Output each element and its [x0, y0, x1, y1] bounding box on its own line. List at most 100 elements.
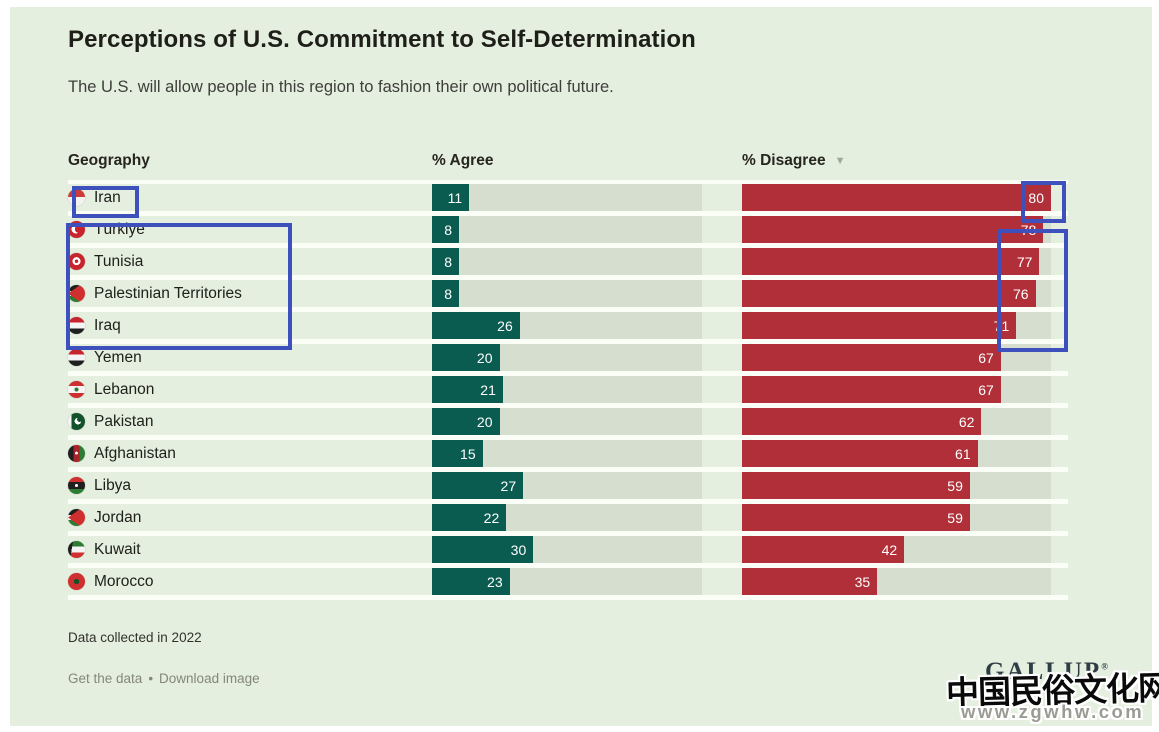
disagree-value: 67	[978, 349, 994, 366]
disagree-bar[interactable]: 76	[742, 280, 1036, 307]
table-row: Jordan 22 59	[68, 504, 1068, 536]
disagree-bar-track: 59	[742, 472, 1051, 499]
disagree-bar[interactable]: 71	[742, 312, 1017, 339]
country-label: Kuwait	[94, 540, 141, 558]
flag-afghanistan-icon	[68, 445, 85, 462]
geography-cell: Afghanistan	[68, 440, 432, 467]
agree-value: 11	[447, 189, 463, 206]
country-label: Pakistan	[94, 412, 154, 430]
geography-cell: Jordan	[68, 504, 432, 531]
agree-bar[interactable]: 20	[432, 344, 500, 371]
agree-bar[interactable]: 11	[432, 184, 470, 211]
disagree-cell: 80	[742, 184, 1068, 211]
disagree-cell: 67	[742, 344, 1068, 371]
disagree-bar[interactable]: 59	[742, 472, 970, 499]
disagree-value: 35	[854, 573, 871, 590]
annotation-box-iran-value	[1021, 181, 1066, 223]
page-subtitle: The U.S. will allow people in this regio…	[68, 78, 614, 96]
disagree-bar-track: 61	[742, 440, 1051, 467]
agree-cell: 8	[432, 280, 702, 307]
table-row: Iran 11 80	[68, 184, 1068, 216]
agree-bar[interactable]: 8	[432, 248, 459, 275]
disagree-bar[interactable]: 67	[742, 376, 1001, 403]
table-row: Kuwait 30 42	[68, 536, 1068, 568]
agree-cell: 20	[432, 344, 702, 371]
disagree-bar[interactable]: 80	[742, 184, 1051, 211]
disagree-bar[interactable]: 42	[742, 536, 905, 563]
column-header-row: Geography % Agree % Disagree ▼	[68, 152, 1068, 170]
country-label: Yemen	[94, 348, 142, 366]
agree-bar[interactable]: 15	[432, 440, 483, 467]
disagree-cell: 59	[742, 472, 1068, 499]
agree-bar[interactable]: 21	[432, 376, 503, 403]
agree-value: 22	[483, 509, 500, 526]
agree-bar-track: 26	[432, 312, 702, 339]
disagree-bar[interactable]: 61	[742, 440, 978, 467]
disagree-bar[interactable]: 67	[742, 344, 1001, 371]
agree-bar[interactable]: 8	[432, 216, 459, 243]
agree-bar[interactable]: 23	[432, 568, 510, 595]
agree-cell: 30	[432, 536, 702, 563]
agree-cell: 8	[432, 248, 702, 275]
geography-cell: Yemen	[68, 344, 432, 371]
geography-cell: Iraq	[68, 312, 432, 339]
country-label: Tunisia	[94, 252, 144, 270]
footer-links: Get the data • Download image	[68, 671, 260, 686]
country-label: Morocco	[94, 572, 154, 590]
agree-value: 20	[476, 349, 493, 366]
disagree-bar[interactable]: 77	[742, 248, 1040, 275]
agree-value: 15	[460, 445, 476, 462]
disagree-cell: 61	[742, 440, 1068, 467]
disagree-value: 59	[947, 477, 963, 494]
agree-bar[interactable]: 22	[432, 504, 507, 531]
disagree-value: 59	[947, 509, 963, 526]
sort-descending-icon[interactable]: ▼	[834, 155, 846, 167]
geography-cell: Libya	[68, 472, 432, 499]
geography-cell: Pakistan	[68, 408, 432, 435]
disagree-cell: 62	[742, 408, 1068, 435]
disagree-cell: 67	[742, 376, 1068, 403]
disagree-bar[interactable]: 59	[742, 504, 970, 531]
agree-bar-track: 8	[432, 216, 702, 243]
table-row: Morocco 23 35	[68, 568, 1068, 600]
disagree-cell: 59	[742, 504, 1068, 531]
disagree-bar-track: 35	[742, 568, 1051, 595]
agree-value: 20	[476, 413, 493, 430]
agree-bar[interactable]: 20	[432, 408, 500, 435]
country-label: Iran	[94, 188, 121, 206]
country-label: Lebanon	[94, 380, 155, 398]
agree-bar[interactable]: 27	[432, 472, 524, 499]
country-label: Libya	[94, 476, 132, 494]
agree-cell: 8	[432, 216, 702, 243]
country-label: Afghanistan	[94, 444, 176, 462]
flag-tunisia-icon	[68, 253, 85, 270]
agree-value: 21	[480, 381, 496, 398]
agree-bar[interactable]: 8	[432, 280, 459, 307]
download-image-link[interactable]: Download image	[159, 671, 260, 686]
get-the-data-link[interactable]: Get the data	[68, 671, 143, 686]
disagree-bar[interactable]: 78	[742, 216, 1044, 243]
agree-bar[interactable]: 30	[432, 536, 534, 563]
flag-kuwait-icon	[68, 541, 85, 558]
column-header-agree[interactable]: % Agree	[432, 152, 494, 169]
agree-bar-track: 20	[432, 408, 702, 435]
column-header-disagree-label: % Disagree	[742, 152, 826, 169]
agree-value: 8	[444, 221, 452, 238]
disagree-value: 80	[1028, 189, 1044, 206]
table-row: Lebanon 21 67	[68, 376, 1068, 408]
disagree-value: 61	[955, 445, 971, 462]
agree-cell: 20	[432, 408, 702, 435]
country-label: Palestinian Territories	[94, 284, 242, 302]
agree-value: 8	[444, 285, 452, 302]
disagree-value: 77	[1016, 253, 1033, 270]
disagree-bar[interactable]: 35	[742, 568, 878, 595]
page-title: Perceptions of U.S. Commitment to Self-D…	[68, 26, 696, 53]
agree-cell: 26	[432, 312, 702, 339]
geography-cell: Lebanon	[68, 376, 432, 403]
column-header-disagree[interactable]: % Disagree ▼	[742, 152, 1068, 170]
agree-bar-track: 8	[432, 280, 702, 307]
agree-bar[interactable]: 26	[432, 312, 520, 339]
geography-cell: Palestinian Territories	[68, 280, 432, 307]
disagree-bar[interactable]: 62	[742, 408, 982, 435]
table-row: Pakistan 20 62	[68, 408, 1068, 440]
